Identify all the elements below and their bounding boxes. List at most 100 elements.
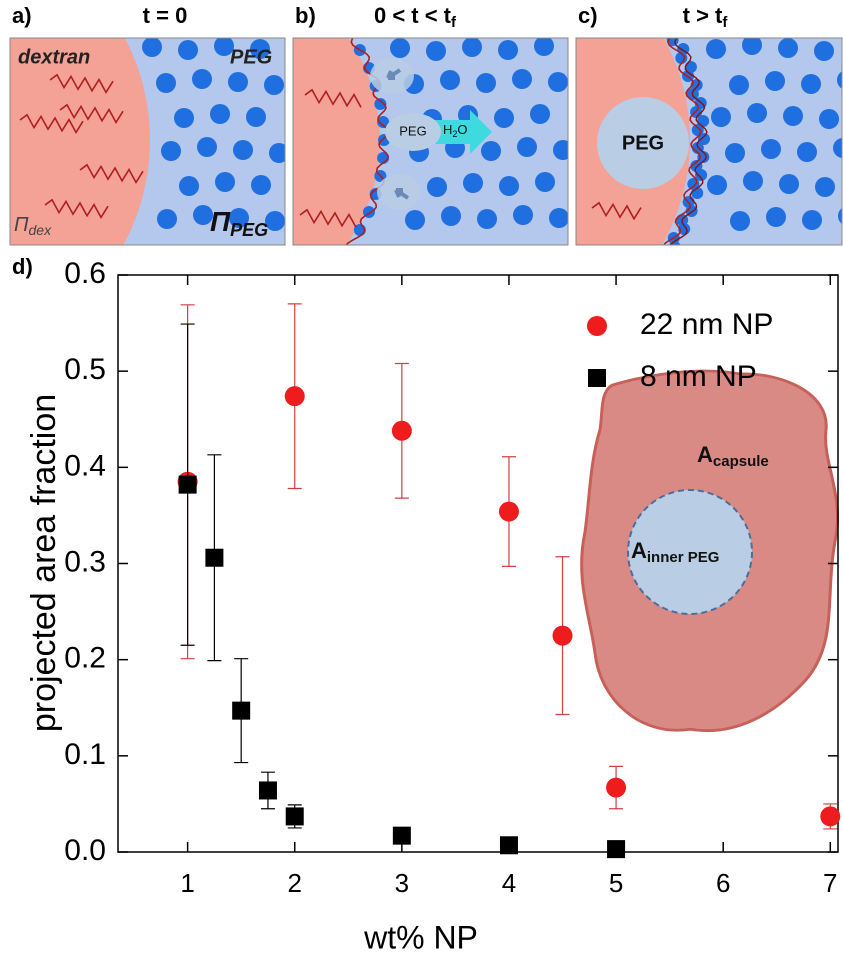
peg-label: PEG bbox=[230, 46, 272, 68]
marker bbox=[285, 807, 304, 826]
peg-particle bbox=[730, 211, 750, 231]
droplet-label: PEG bbox=[622, 132, 664, 154]
peg-particle bbox=[729, 75, 749, 95]
nanoparticle bbox=[695, 169, 708, 181]
x-tick-label: 4 bbox=[502, 868, 516, 898]
text: A bbox=[631, 538, 647, 563]
peg-particle bbox=[251, 175, 271, 195]
peg-particle bbox=[530, 104, 550, 124]
x-axis-label: wt% NP bbox=[363, 919, 478, 955]
x-tick-label: 5 bbox=[609, 868, 623, 898]
title-text: t > t bbox=[683, 3, 723, 28]
peg-particle bbox=[494, 108, 514, 128]
peg-particle bbox=[725, 143, 745, 163]
arrow bbox=[394, 188, 410, 200]
droplet-label: PEG bbox=[399, 123, 426, 138]
peg-particle bbox=[197, 137, 217, 157]
marker bbox=[205, 548, 224, 567]
x-tick-label: 6 bbox=[716, 868, 730, 898]
dextran-phase bbox=[293, 38, 380, 245]
nanoparticle bbox=[675, 52, 688, 64]
panel-label: d) bbox=[12, 254, 33, 279]
x-tick-label: 2 bbox=[287, 868, 301, 898]
legend-label: 22 nm NP bbox=[640, 308, 773, 341]
dextran-phase bbox=[10, 38, 150, 245]
y-tick-label: 0.0 bbox=[64, 834, 106, 867]
x-tick-label: 1 bbox=[180, 868, 194, 898]
peg-particle bbox=[481, 141, 501, 161]
peg-particle bbox=[743, 171, 763, 191]
peg-particle bbox=[405, 210, 425, 230]
nanoparticle bbox=[377, 116, 390, 128]
marker bbox=[606, 777, 627, 798]
peg-droplet bbox=[385, 113, 441, 151]
peg-particle bbox=[833, 138, 842, 158]
legend-label: 8 nm NP bbox=[640, 360, 757, 393]
peg-particle bbox=[517, 137, 537, 157]
title-text: 0 < t < t bbox=[374, 3, 452, 28]
marker bbox=[258, 781, 277, 800]
y-tick-label: 0.5 bbox=[64, 353, 106, 386]
marker bbox=[607, 840, 626, 859]
peg-particle bbox=[548, 72, 568, 92]
arrow bbox=[386, 68, 402, 80]
polymer-chain bbox=[591, 201, 642, 221]
peg-particle bbox=[215, 172, 235, 192]
inset-label: Ainner PEG bbox=[631, 538, 719, 566]
y-tick-label: 0.2 bbox=[64, 642, 106, 675]
marker bbox=[391, 420, 412, 441]
interface bbox=[670, 38, 708, 245]
peg-particle bbox=[814, 41, 834, 61]
y-tick-label: 0.4 bbox=[64, 449, 106, 482]
peg-particle bbox=[499, 176, 519, 196]
peg-particle bbox=[512, 69, 532, 89]
peg-particle bbox=[250, 39, 270, 59]
peg-particle bbox=[161, 141, 181, 161]
peg-droplet bbox=[597, 97, 689, 189]
inner-peg bbox=[627, 489, 753, 615]
peg-particle bbox=[157, 209, 177, 229]
nanoparticle bbox=[690, 160, 703, 172]
polymer-chain bbox=[79, 163, 144, 184]
peg-particle bbox=[779, 174, 799, 194]
peg-particle bbox=[210, 104, 230, 124]
y-tick-label: 0.3 bbox=[64, 545, 106, 578]
panel-title: 0 < t < tf bbox=[374, 3, 457, 31]
peg-particle bbox=[390, 38, 410, 58]
inset-label: Acapsule bbox=[697, 442, 769, 470]
y-tick-label: 0.1 bbox=[64, 738, 106, 771]
y-tick-label: 0.6 bbox=[64, 257, 106, 290]
interface bbox=[345, 38, 390, 245]
peg-particle bbox=[214, 38, 234, 56]
subscript: f bbox=[451, 14, 457, 31]
marker bbox=[498, 501, 519, 522]
marker bbox=[820, 806, 841, 827]
subscript: PEG bbox=[230, 220, 268, 240]
subscript: f bbox=[722, 14, 728, 31]
panel-label: c) bbox=[578, 3, 598, 28]
peg-particle bbox=[766, 207, 786, 227]
peg-particle bbox=[174, 108, 194, 128]
marker bbox=[552, 625, 573, 646]
text: H bbox=[443, 122, 452, 137]
peg-particle bbox=[498, 40, 518, 60]
dextran-label: dextran bbox=[18, 46, 90, 68]
peg-particle bbox=[476, 73, 496, 93]
nanoparticle bbox=[697, 133, 710, 145]
water-label: H2O bbox=[443, 122, 468, 139]
pressure-peg: ΠPEG bbox=[210, 206, 268, 239]
peg-particle bbox=[838, 208, 842, 224]
subscript: capsule bbox=[713, 453, 769, 470]
panel-label: a) bbox=[12, 3, 32, 28]
peg-particle bbox=[711, 107, 731, 127]
peg-particle bbox=[815, 177, 835, 197]
panel-c: c) t > tf PEG bbox=[575, 3, 843, 246]
peg-particle bbox=[761, 139, 781, 159]
text: O bbox=[457, 122, 467, 137]
marker bbox=[499, 836, 518, 855]
marker bbox=[232, 701, 251, 720]
peg-particle bbox=[193, 205, 213, 225]
peg-particle bbox=[742, 38, 762, 55]
peg-particle bbox=[477, 209, 497, 229]
